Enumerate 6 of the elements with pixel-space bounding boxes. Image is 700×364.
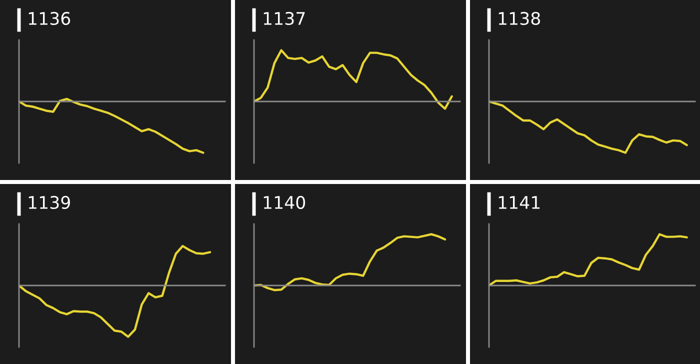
chart-title: 1140 (264, 196, 306, 210)
chart-title: 1136 (28, 12, 70, 26)
chart-title: 1141 (498, 196, 540, 209)
chart-title: 1137 (264, 12, 305, 26)
chart-title: 1139 (28, 196, 70, 210)
chart-title: 1138 (498, 12, 540, 26)
